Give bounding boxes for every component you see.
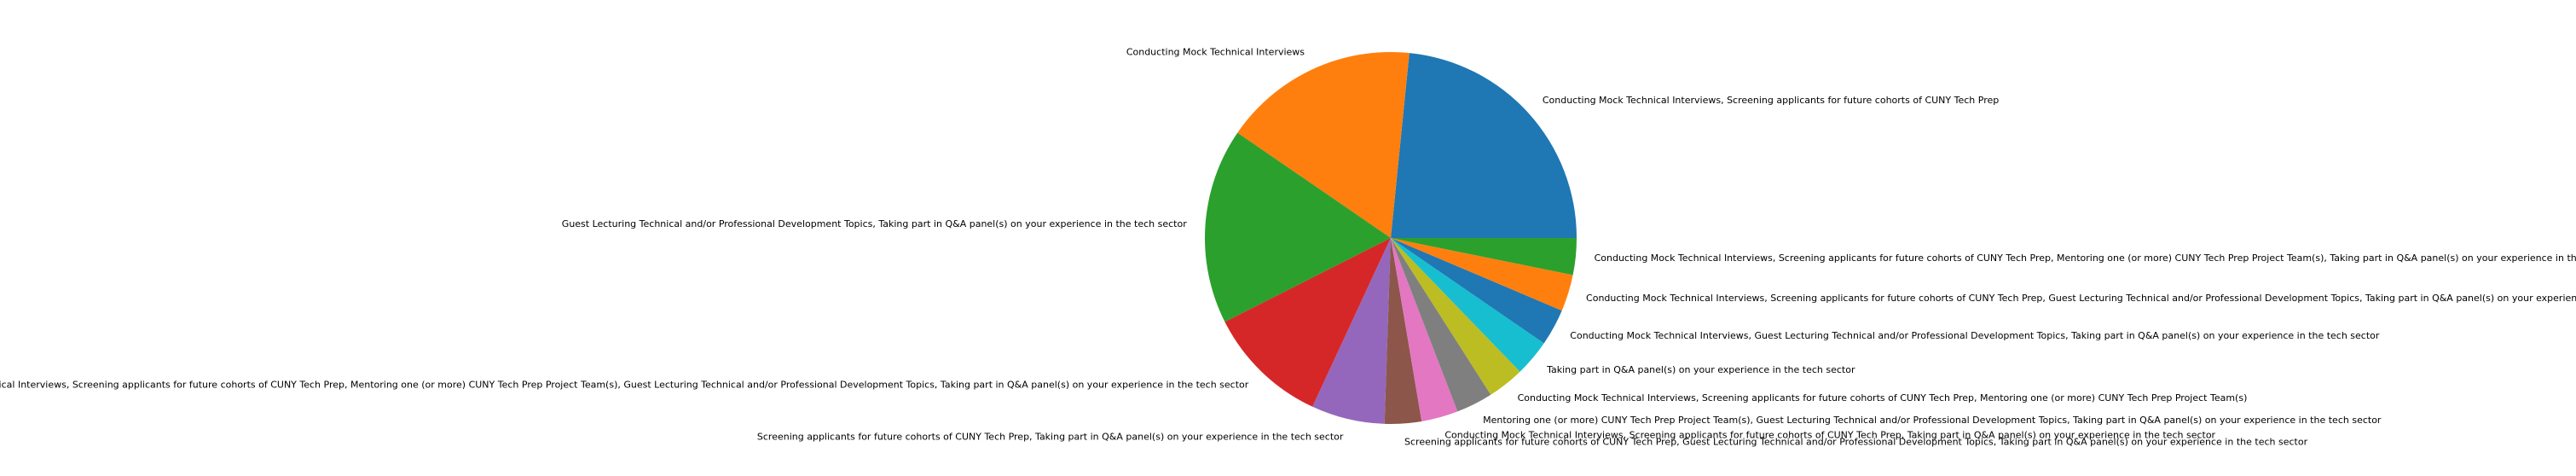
pie-slice-label-10: Conducting Mock Technical Interviews, Gu…	[1570, 330, 2380, 341]
pie-slice-4	[1312, 238, 1391, 424]
pie-slice-label-11: Conducting Mock Technical Interviews, Sc…	[1586, 293, 2576, 304]
pie-labels: Conducting Mock Technical Interviews, Sc…	[0, 46, 2576, 447]
pie-slice-label-2: Guest Lecturing Technical and/or Profess…	[562, 218, 1187, 229]
pie-slice-label-4: Screening applicants for future cohorts …	[757, 431, 1344, 442]
pie-slice-label-3: Conducting Mock Technical Interviews, Sc…	[0, 379, 1249, 390]
pie-slice-10	[1391, 238, 1562, 344]
pie-slice-label-12: Conducting Mock Technical Interviews, Sc…	[1595, 253, 2576, 264]
pie-slice-9	[1391, 238, 1544, 372]
pie-slice-2	[1205, 132, 1391, 322]
pie-slice-label-1: Conducting Mock Technical Interviews	[1126, 46, 1305, 57]
pie-slice-11	[1391, 238, 1573, 311]
pie-slice-label-7: Mentoring one (or more) CUNY Tech Prep P…	[1483, 415, 2382, 426]
pie-slice-label-9: Taking part in Q&A panel(s) on your expe…	[1546, 364, 1855, 375]
pie-slice-8	[1391, 238, 1520, 395]
pie-slice-label-8: Conducting Mock Technical Interviews, Sc…	[1518, 392, 2248, 403]
pie-slices	[1205, 52, 1577, 424]
pie-slice-label-5: Screening applicants for future cohorts …	[1404, 436, 2308, 447]
pie-slice-0	[1391, 53, 1577, 239]
pie-slice-3	[1224, 238, 1391, 407]
pie-slice-6	[1391, 238, 1458, 421]
pie-slice-label-6: Conducting Mock Technical Interviews, Sc…	[1444, 429, 2215, 440]
pie-slice-label-0: Conducting Mock Technical Interviews, Sc…	[1543, 95, 1999, 106]
pie-slice-12	[1391, 238, 1577, 276]
pie-slice-1	[1237, 52, 1410, 239]
pie-slice-5	[1384, 238, 1422, 424]
pie-slice-7	[1391, 238, 1491, 412]
